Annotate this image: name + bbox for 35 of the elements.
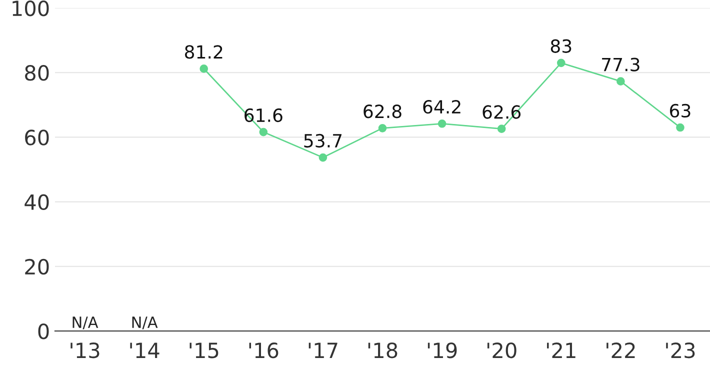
x-tick-label: '13 <box>70 342 100 358</box>
data-label: 83 <box>550 39 572 53</box>
y-tick-label: 80 <box>25 65 49 81</box>
x-tick-label: '17 <box>308 342 338 358</box>
point <box>556 58 566 68</box>
data-label: 53.7 <box>304 134 342 148</box>
x-tick-label: '19 <box>428 342 457 358</box>
point <box>200 64 208 73</box>
data-label: 81.2 <box>184 45 222 59</box>
y-tick-label: 0 <box>38 323 49 340</box>
x-tick-label: '21 <box>547 342 576 358</box>
point <box>616 77 625 86</box>
x-tick-label: '15 <box>190 342 218 358</box>
point <box>438 119 446 128</box>
y-tick-label: 40 <box>24 194 49 210</box>
data-label: 63 <box>670 104 690 118</box>
point <box>318 153 328 162</box>
data-label: 62.8 <box>364 104 402 118</box>
y-tick-label: 20 <box>25 258 49 275</box>
data-label: 77.3 <box>602 58 640 72</box>
y-tick-label: 100 <box>12 0 49 16</box>
point <box>676 123 684 132</box>
point <box>378 124 387 132</box>
x-tick-label: '16 <box>249 342 278 358</box>
x-tick-label: '14 <box>130 342 160 358</box>
text: N/A <box>132 316 158 330</box>
x-tick-label: '23 <box>666 342 695 358</box>
text: N/A <box>72 316 98 330</box>
x-tick-label: '20 <box>487 342 516 358</box>
x-tick-label: '18 <box>368 342 398 358</box>
point <box>259 128 268 136</box>
x-tick-label: '22 <box>606 342 635 358</box>
y-tick-label: 60 <box>25 130 49 146</box>
point <box>497 124 506 133</box>
data-label: 64.2 <box>423 100 460 114</box>
